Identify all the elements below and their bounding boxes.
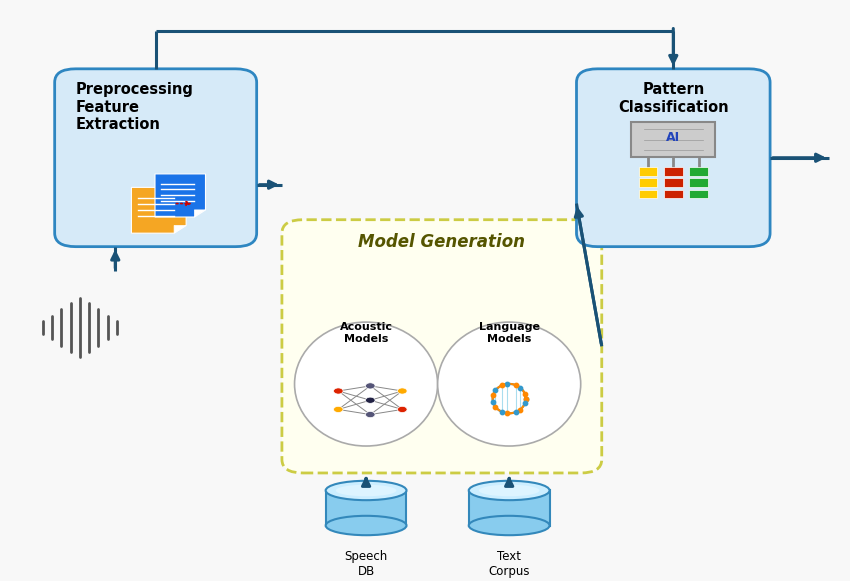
Point: [486, 390, 500, 399]
FancyBboxPatch shape: [576, 69, 770, 247]
Ellipse shape: [468, 481, 550, 500]
Point: [489, 386, 502, 395]
Polygon shape: [174, 225, 186, 233]
Point: [513, 405, 527, 414]
Circle shape: [333, 406, 343, 413]
Circle shape: [366, 383, 375, 389]
Bar: [664, 190, 683, 199]
Text: Model Generation: Model Generation: [359, 233, 525, 251]
Bar: [326, 490, 406, 525]
Circle shape: [333, 388, 343, 394]
Point: [489, 402, 502, 411]
Bar: [689, 190, 708, 199]
Text: Speech
DB: Speech DB: [344, 550, 388, 578]
Point: [509, 407, 523, 417]
Point: [518, 394, 532, 403]
Polygon shape: [132, 188, 186, 233]
Bar: [639, 178, 657, 187]
Text: Pattern
Classification: Pattern Classification: [618, 83, 728, 114]
Ellipse shape: [479, 485, 540, 496]
FancyBboxPatch shape: [282, 220, 602, 473]
Bar: [632, 123, 716, 157]
Point: [496, 381, 509, 390]
Ellipse shape: [295, 322, 438, 446]
Circle shape: [398, 406, 407, 413]
Bar: [468, 490, 550, 525]
Polygon shape: [195, 210, 206, 217]
Bar: [664, 178, 683, 187]
Text: Acoustic
Models: Acoustic Models: [340, 322, 393, 344]
Bar: [689, 178, 708, 187]
Text: Language
Models: Language Models: [479, 322, 540, 344]
Point: [518, 389, 531, 399]
Ellipse shape: [438, 322, 581, 446]
Text: Preprocessing
Feature
Extraction: Preprocessing Feature Extraction: [76, 83, 194, 132]
Ellipse shape: [468, 516, 550, 535]
Point: [513, 383, 527, 392]
Bar: [689, 167, 708, 176]
Bar: [639, 190, 657, 199]
Point: [500, 379, 513, 389]
Circle shape: [398, 388, 407, 394]
Point: [500, 408, 513, 418]
Bar: [639, 167, 657, 176]
Point: [486, 398, 500, 407]
Ellipse shape: [326, 481, 406, 500]
Point: [509, 381, 523, 390]
Ellipse shape: [336, 485, 396, 496]
Point: [496, 407, 509, 417]
Ellipse shape: [326, 516, 406, 535]
FancyBboxPatch shape: [54, 69, 257, 247]
Point: [518, 394, 532, 403]
Polygon shape: [155, 174, 206, 217]
Circle shape: [366, 411, 375, 418]
Point: [518, 399, 531, 408]
Bar: [664, 167, 683, 176]
Text: AI: AI: [666, 131, 680, 144]
Circle shape: [366, 397, 375, 403]
Text: Text
Corpus: Text Corpus: [489, 550, 530, 578]
